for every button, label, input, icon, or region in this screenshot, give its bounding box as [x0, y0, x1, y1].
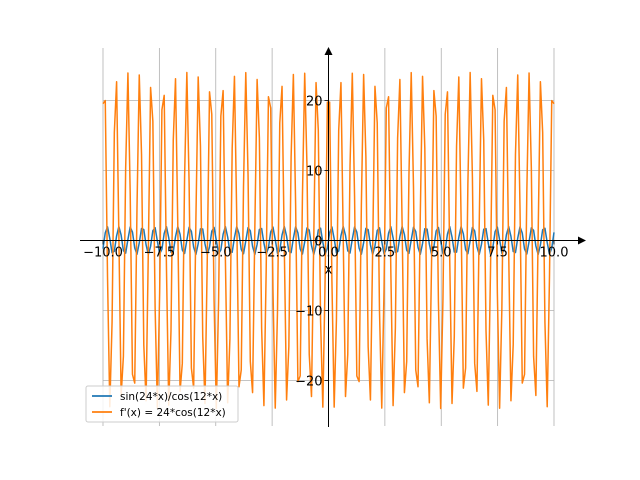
y-tick-label: 20: [306, 95, 323, 110]
x-axis-label: x: [325, 263, 333, 278]
y-tick-label: 0: [314, 235, 322, 250]
x-tick-label: −5.0: [200, 246, 232, 261]
x-tick-label: −7.5: [144, 246, 176, 261]
legend-label-2: f'(x) = 24*cos(12*x): [120, 407, 226, 419]
x-tick-label: −10.0: [83, 246, 123, 261]
x-tick-label: 5.0: [431, 246, 452, 261]
x-tick-label: 10.0: [540, 246, 569, 261]
legend-box: [85, 385, 239, 423]
legend: sin(24*x)/cos(12*x) f'(x) = 24*cos(12*x): [85, 385, 239, 423]
y-tick-label: −20: [295, 375, 322, 390]
y-axis-arrow: [324, 47, 333, 55]
x-tick-label: 7.5: [487, 246, 508, 261]
x-axis-arrow: [578, 236, 586, 245]
x-tick-label: 2.5: [375, 246, 396, 261]
x-tick-label: 0.0: [318, 246, 339, 261]
tick-labels: −10.0 −7.5 −5.0 −2.5 0.0 2.5 5.0 7.5 10.0 −20 −10 0…: [83, 95, 568, 390]
legend-label-1: sin(24*x)/cos(12*x): [120, 391, 222, 403]
y-tick-label: −10: [295, 305, 322, 320]
y-tick-label: 10: [306, 165, 323, 180]
x-tick-label: −2.5: [256, 246, 288, 261]
